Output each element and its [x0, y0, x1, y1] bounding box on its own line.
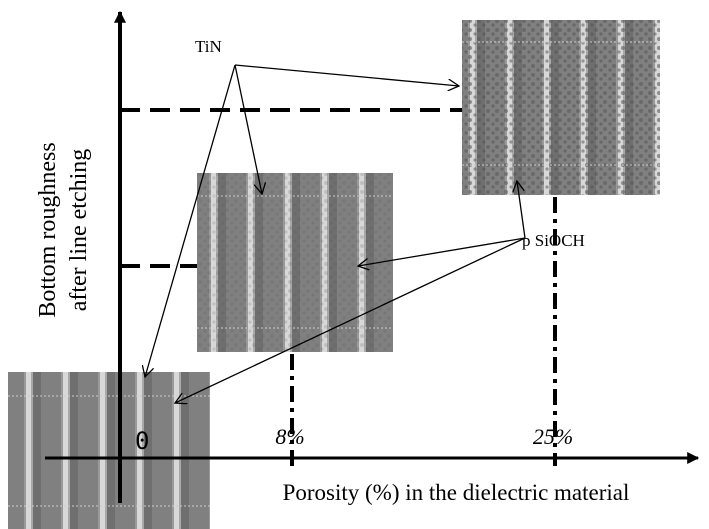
sem-image-0 — [8, 372, 210, 529]
y-axis-label-line: Bottom roughness — [35, 142, 61, 317]
origin-label: 0 — [135, 427, 149, 455]
figure: TiN p SiOCH 0 8% 25% Porosity (%) in the… — [0, 0, 709, 529]
y-axis-label-line: after line etching — [66, 149, 92, 312]
tin-label: TiN — [195, 37, 222, 56]
x-tick-label: 25% — [533, 424, 573, 449]
sem-image-8 — [197, 173, 393, 352]
sioch-label: p SiOCH — [522, 231, 585, 250]
x-axis-label: Porosity (%) in the dielectric material — [283, 480, 630, 505]
x-tick-label: 8% — [275, 424, 304, 449]
sem-image-25 — [462, 20, 660, 195]
y-axis-label: Bottom roughness after line etching — [35, 142, 92, 317]
